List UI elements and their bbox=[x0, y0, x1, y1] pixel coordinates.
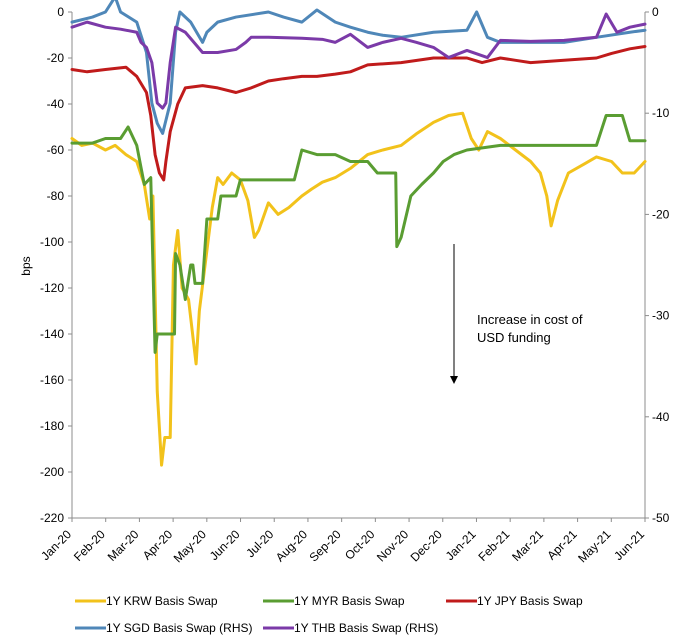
legend-label-krw: 1Y KRW Basis Swap bbox=[106, 594, 218, 608]
legend-group: 1Y KRW Basis Swap 1Y MYR Basis Swap 1Y J… bbox=[75, 594, 583, 635]
annotation-arrow-head bbox=[450, 376, 458, 384]
legend-label-myr: 1Y MYR Basis Swap bbox=[294, 594, 405, 608]
left-axis-tick-label-5: -100 bbox=[40, 235, 64, 249]
left-axis-tick-label-7: -140 bbox=[40, 327, 64, 341]
legend-label-thb: 1Y THB Basis Swap (RHS) bbox=[294, 621, 438, 635]
annotation-line-1: Increase in cost of bbox=[477, 312, 583, 327]
right-axis-tick-label-0: 0 bbox=[652, 5, 659, 19]
left-axis-tick-label-9: -180 bbox=[40, 419, 64, 433]
left-axis-tick-label-1: -20 bbox=[47, 51, 65, 65]
left-axis-tick-label-6: -120 bbox=[40, 281, 64, 295]
left-axis-tick-label-2: -40 bbox=[47, 97, 65, 111]
left-axis-tick-label-11: -220 bbox=[40, 511, 64, 525]
right-axis-tick-label-1: -10 bbox=[652, 106, 670, 120]
left-axis-tick-label-0: 0 bbox=[57, 5, 64, 19]
annotation-group: Increase in cost of USD funding bbox=[450, 244, 586, 384]
right-axis-tick-label-2: -20 bbox=[652, 207, 670, 221]
annotation-line-2: USD funding bbox=[477, 330, 551, 345]
series-line-1 bbox=[70, 114, 647, 354]
series-line-3 bbox=[70, 0, 647, 135]
left-axis-tick-label-4: -80 bbox=[47, 189, 65, 203]
legend-label-jpy: 1Y JPY Basis Swap bbox=[477, 594, 583, 608]
right-axis-tick-label-5: -50 bbox=[652, 511, 670, 525]
y-axis-title-group: bps bbox=[19, 256, 33, 275]
right-axis-tick-label-3: -30 bbox=[652, 309, 670, 323]
left-axis-tick-label-10: -200 bbox=[40, 465, 64, 479]
series-line-0 bbox=[70, 111, 647, 467]
series-lines-group bbox=[70, 0, 647, 467]
series-line-4 bbox=[70, 12, 647, 110]
series-line-2 bbox=[70, 45, 647, 182]
y-axis-title: bps bbox=[19, 256, 33, 275]
left-axis-tick-label-8: -160 bbox=[40, 373, 64, 387]
left-axis-tick-label-3: -60 bbox=[47, 143, 65, 157]
legend-label-sgd: 1Y SGD Basis Swap (RHS) bbox=[106, 621, 253, 635]
annotation-text: Increase in cost of USD funding bbox=[477, 312, 586, 345]
right-axis-tick-label-4: -40 bbox=[652, 410, 670, 424]
